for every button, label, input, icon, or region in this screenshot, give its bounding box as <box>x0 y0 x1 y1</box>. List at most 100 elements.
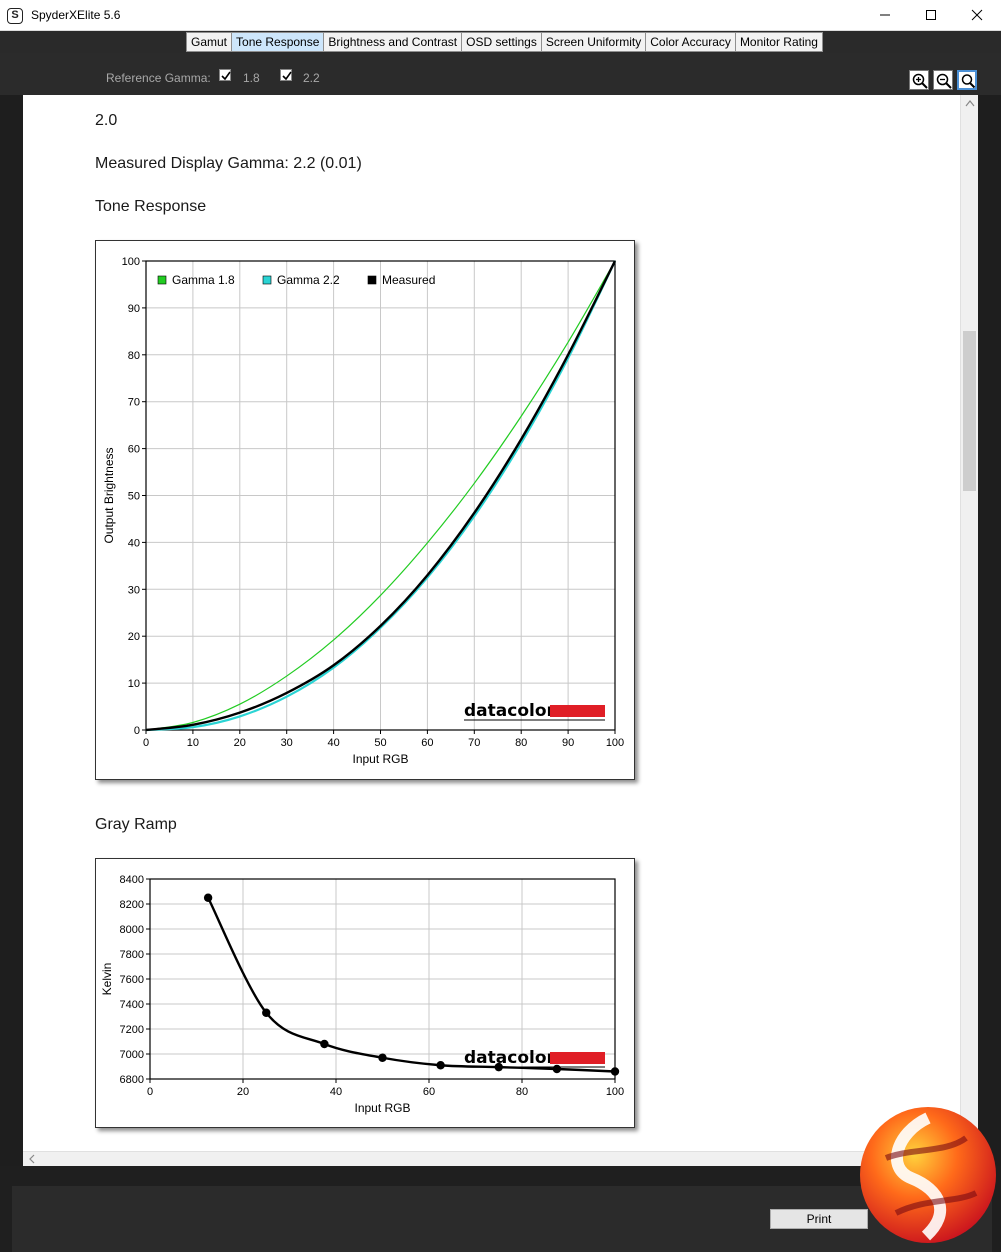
plot-frame <box>145 260 616 731</box>
data-point <box>378 1053 387 1062</box>
gamma-18-label: 1.8 <box>243 71 260 85</box>
gray-ramp-plot: 0 20 40 60 80 100 6800 7000 7200 7400 7600 7800 8000… <box>100 874 624 1115</box>
data-point <box>262 1008 271 1017</box>
tab-strip: Gamut Tone Response Brightness and Contr… <box>0 31 1001 53</box>
zoom-in-icon <box>912 73 928 89</box>
minimize-icon <box>880 14 890 16</box>
y-tick-label: 7000 <box>120 1049 144 1061</box>
data-point <box>610 1067 620 1076</box>
data-point <box>494 1062 503 1072</box>
y-tick-label: 8000 <box>120 924 144 936</box>
y-tick-label: 50 <box>128 491 140 503</box>
datacolor-wordmark: datacolor <box>464 1048 556 1068</box>
x-tick-label: 50 <box>374 737 386 749</box>
tone-response-plot: 0 10 20 30 40 50 60 70 80 90 100 0 10 20 30 40 50 60 70 80 9… <box>102 256 624 766</box>
app-icon: S <box>7 8 23 24</box>
checkmark-icon <box>221 71 231 81</box>
tab-tone-response[interactable]: Tone Response <box>231 32 324 52</box>
y-tick-label: 70 <box>128 397 140 409</box>
maximize-button[interactable] <box>908 0 954 31</box>
x-tick-label: 0 <box>147 1086 153 1098</box>
gamma-22-label: 2.2 <box>303 71 320 85</box>
y-tick-label: 8400 <box>120 874 144 886</box>
zoom-fit-button[interactable] <box>957 70 977 90</box>
scroll-left-icon[interactable] <box>28 1154 36 1164</box>
y-axis-label: Output Brightness <box>102 447 116 543</box>
series-line-2 <box>145 260 617 732</box>
x-tick-label: 10 <box>187 737 199 749</box>
x-tick-label: 100 <box>606 737 624 749</box>
gray-ramp-heading: Gray Ramp <box>95 816 177 833</box>
tone-response-heading: Tone Response <box>95 198 207 215</box>
y-tick-label: 6800 <box>120 1074 144 1086</box>
tab-list: Gamut Tone Response Brightness and Contr… <box>186 32 823 52</box>
y-tick-label: 7400 <box>120 999 144 1011</box>
tab-screen-uniformity[interactable]: Screen Uniformity <box>540 32 646 52</box>
close-button[interactable] <box>954 0 1000 31</box>
data-point <box>552 1064 562 1074</box>
data-point <box>320 1039 329 1049</box>
tab-osd-settings[interactable]: OSD settings <box>461 32 541 52</box>
legend-swatch-0 <box>157 275 167 285</box>
datacolor-watermark: datacolor <box>464 1048 605 1068</box>
y-tick-label: 7200 <box>120 1024 144 1036</box>
y-tick-label: 90 <box>128 303 140 315</box>
close-icon <box>971 9 983 21</box>
gamma-18-checkbox[interactable] <box>219 69 231 81</box>
x-tick-label: 90 <box>562 737 574 749</box>
x-tick-label: 60 <box>421 737 433 749</box>
gamma-target-value: 2.0 <box>95 112 118 129</box>
zoom-in-button[interactable] <box>909 70 929 90</box>
y-tick-label: 40 <box>128 537 140 549</box>
x-tick-label: 30 <box>281 737 293 749</box>
zoom-out-icon <box>936 73 952 89</box>
y-tick-label: 8200 <box>120 899 144 911</box>
maximize-icon <box>926 10 936 20</box>
tab-color-accuracy[interactable]: Color Accuracy <box>645 32 735 52</box>
series-line-kelvin <box>207 897 616 1073</box>
legend-swatch-2 <box>367 275 377 285</box>
tone-response-chart: 0 10 20 30 40 50 60 70 80 90 100 0 10 20 30 40 50 60 70 80 9… <box>95 240 635 780</box>
y-tick-label: 60 <box>128 444 140 456</box>
vertical-scrollbar[interactable] <box>960 95 978 1151</box>
y-tick-label: 7800 <box>120 949 144 961</box>
x-tick-label: 20 <box>237 1086 249 1098</box>
x-axis-label: Input RGB <box>352 752 408 766</box>
options-bar: Reference Gamma: 1.8 2.2 <box>0 53 1001 95</box>
x-tick-label: 60 <box>423 1086 435 1098</box>
tab-gamut[interactable]: Gamut <box>186 32 232 52</box>
y-tick-label: 20 <box>128 631 140 643</box>
x-tick-label: 40 <box>330 1086 342 1098</box>
title-bar: S SpyderXElite 5.6 <box>0 0 1001 31</box>
report-viewport[interactable]: 2.0 Measured Display Gamma: 2.2 (0.01) T… <box>23 95 978 1151</box>
legend-label-1: Gamma 2.2 <box>277 273 340 287</box>
datacolor-red-bar <box>550 1052 605 1064</box>
y-axis-label: Kelvin <box>100 963 114 996</box>
datacolor-red-bar <box>550 705 605 717</box>
x-tick-label: 80 <box>516 1086 528 1098</box>
checkmark-icon <box>282 71 292 81</box>
reference-gamma-label: Reference Gamma: <box>106 71 211 85</box>
datacolor-wordmark: datacolor <box>464 701 556 721</box>
x-tick-label: 100 <box>606 1086 624 1098</box>
minimize-button[interactable] <box>862 0 908 31</box>
legend-label-0: Gamma 1.8 <box>172 273 235 287</box>
gamma-22-checkbox[interactable] <box>280 69 292 81</box>
plot-frame <box>149 878 616 1080</box>
zoom-out-button[interactable] <box>933 70 953 90</box>
magnifier-icon <box>961 74 976 89</box>
vertical-scroll-thumb[interactable] <box>963 331 976 491</box>
x-tick-label: 80 <box>515 737 527 749</box>
tab-brightness-contrast[interactable]: Brightness and Contrast <box>323 32 462 52</box>
data-point <box>436 1061 445 1070</box>
y-tick-label: 7600 <box>120 974 144 986</box>
scroll-up-icon[interactable] <box>965 99 975 107</box>
print-button[interactable]: Print <box>770 1209 868 1229</box>
series-line-0 <box>145 260 616 731</box>
tab-monitor-rating[interactable]: Monitor Rating <box>734 32 823 52</box>
y-tick-label: 10 <box>128 678 140 690</box>
horizontal-scrollbar[interactable] <box>23 1151 960 1166</box>
datacolor-watermark: datacolor <box>464 701 605 721</box>
measured-gamma-text: Measured Display Gamma: 2.2 (0.01) <box>95 155 362 172</box>
site-logo <box>860 1107 996 1243</box>
